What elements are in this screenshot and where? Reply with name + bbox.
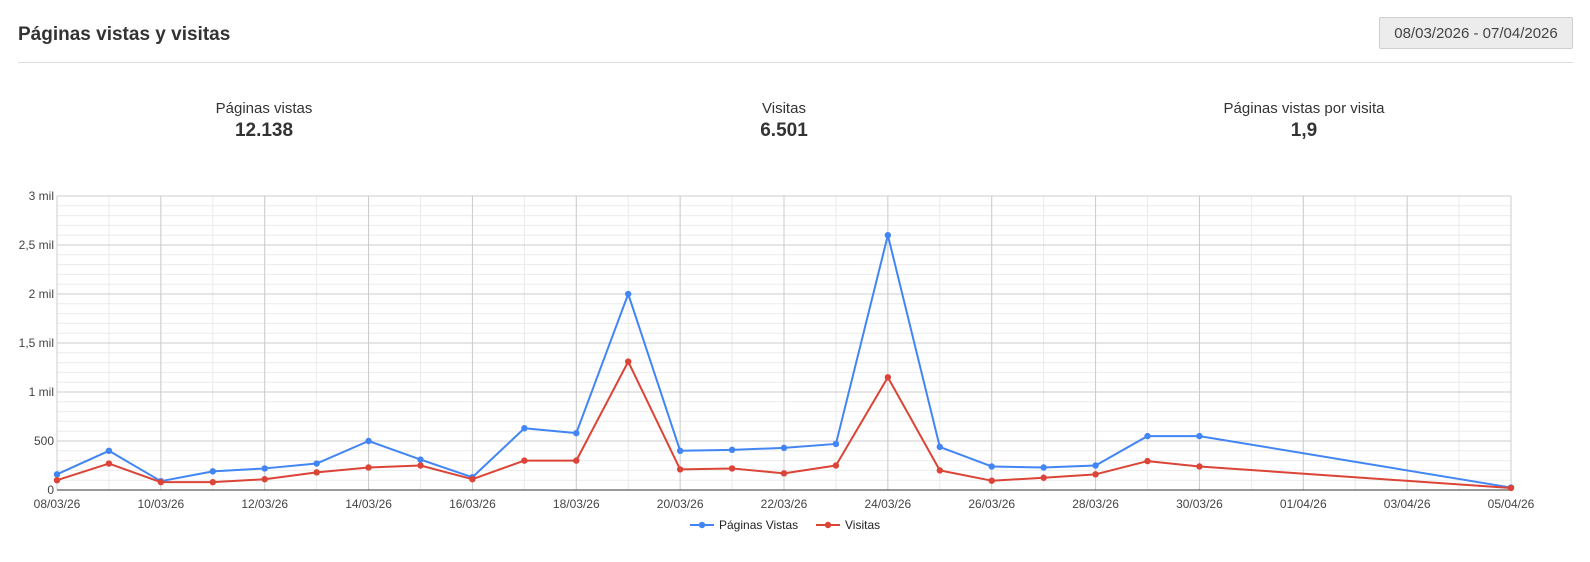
- x-tick-label: 18/03/26: [553, 497, 600, 511]
- x-tick-label: 10/03/26: [137, 497, 184, 511]
- data-point: [1196, 463, 1203, 470]
- data-point: [988, 477, 995, 484]
- y-tick-label: 2 mil: [29, 287, 54, 301]
- x-tick-label: 28/03/26: [1072, 497, 1119, 511]
- y-tick-label: 2,5 mil: [19, 238, 54, 252]
- data-point: [417, 462, 424, 469]
- data-point: [105, 460, 113, 467]
- stat-visits: Visitas 6.501: [634, 100, 934, 142]
- series-line-pageviews: [56, 234, 1512, 489]
- data-point: [988, 463, 995, 470]
- data-point: [625, 358, 632, 365]
- legend-label: Visitas: [845, 518, 880, 532]
- legend-marker: [824, 521, 832, 529]
- data-point: [780, 444, 788, 452]
- data-point: [1196, 432, 1203, 440]
- x-tick-label: 16/03/26: [449, 497, 496, 511]
- data-point: [884, 232, 892, 239]
- data-point: [832, 440, 840, 448]
- data-point: [1092, 462, 1099, 469]
- data-point: [1092, 471, 1099, 478]
- data-point: [1040, 464, 1047, 471]
- data-point: [313, 460, 320, 467]
- x-tick-label: 30/03/26: [1176, 497, 1223, 511]
- data-point: [53, 477, 61, 484]
- legend-marker: [698, 521, 706, 529]
- stat-pageviews-value: 12.138: [234, 120, 294, 141]
- data-point: [573, 457, 580, 464]
- chart-legend[interactable]: Páginas Vistas Visitas: [690, 518, 880, 532]
- date-range-button[interactable]: 08/03/2026 - 07/04/2026: [1379, 17, 1573, 49]
- line-chart: 0 500 1 mil 1,5 mil 2 mil 2,5 mil 3 mil 08/03/…: [19, 189, 1535, 532]
- data-point: [625, 290, 632, 298]
- stat-pageviews: Páginas vistas 12.138: [114, 100, 414, 142]
- legend-label: Páginas Vistas: [719, 518, 798, 532]
- data-point: [209, 478, 216, 486]
- data-point: [521, 457, 528, 464]
- chart-grid: [56, 195, 1512, 491]
- data-point: [521, 425, 528, 432]
- data-point: [676, 447, 684, 454]
- x-tick-label: 12/03/26: [241, 497, 288, 511]
- stat-pages-per-visit-label: Páginas vistas por visita: [1223, 100, 1385, 117]
- y-tick-label: 500: [34, 434, 54, 448]
- x-tick-label: 01/04/26: [1280, 497, 1327, 511]
- data-point: [936, 443, 943, 451]
- x-axis: 08/03/26 10/03/26 12/03/26 14/03/26 16/03/26…: [34, 497, 1535, 511]
- y-tick-label: 3 mil: [29, 189, 54, 203]
- y-tick-label: 1,5 mil: [19, 336, 54, 350]
- stat-visits-label: Visitas: [762, 100, 806, 117]
- chart-series: [53, 232, 1515, 492]
- y-axis: 0 500 1 mil 1,5 mil 2 mil 2,5 mil 3 mil: [19, 189, 55, 497]
- data-point: [209, 468, 216, 475]
- data-point: [728, 465, 736, 472]
- data-point: [261, 465, 268, 472]
- data-point: [1507, 484, 1515, 492]
- data-point: [313, 469, 320, 476]
- data-point: [780, 470, 788, 477]
- data-point: [469, 476, 476, 483]
- y-tick-label: 0: [47, 483, 54, 497]
- data-point: [1144, 457, 1151, 465]
- data-point: [1040, 474, 1047, 481]
- x-tick-label: 05/04/26: [1488, 497, 1535, 511]
- data-point: [365, 464, 372, 471]
- stat-pageviews-label: Páginas vistas: [215, 100, 313, 117]
- chart-header: Páginas vistas y visitas 08/03/2026 - 07…: [18, 14, 1573, 63]
- stat-pages-per-visit: Páginas vistas por visita 1,9: [1154, 100, 1454, 142]
- stat-pages-per-visit-value: 1,9: [1290, 120, 1318, 141]
- data-point: [832, 462, 840, 469]
- page-title: Páginas vistas y visitas: [18, 24, 231, 45]
- data-point: [884, 374, 892, 381]
- x-tick-label: 24/03/26: [864, 497, 911, 511]
- data-point: [1144, 432, 1151, 440]
- series-line-visits: [56, 360, 1512, 490]
- stat-visits-value: 6.501: [760, 120, 808, 141]
- x-tick-label: 03/04/26: [1384, 497, 1431, 511]
- data-point: [53, 471, 61, 478]
- data-point: [365, 437, 372, 445]
- x-tick-label: 26/03/26: [968, 497, 1015, 511]
- data-point: [936, 467, 943, 474]
- y-tick-label: 1 mil: [29, 385, 54, 399]
- x-tick-label: 14/03/26: [345, 497, 392, 511]
- data-point: [417, 456, 424, 463]
- x-tick-label: 20/03/26: [657, 497, 704, 511]
- x-tick-label: 22/03/26: [761, 497, 808, 511]
- x-tick-label: 08/03/26: [34, 497, 81, 511]
- data-point: [676, 466, 684, 473]
- data-point: [105, 447, 113, 454]
- data-point: [728, 446, 736, 454]
- data-point: [261, 476, 268, 483]
- data-point: [157, 478, 165, 486]
- data-point: [573, 429, 580, 437]
